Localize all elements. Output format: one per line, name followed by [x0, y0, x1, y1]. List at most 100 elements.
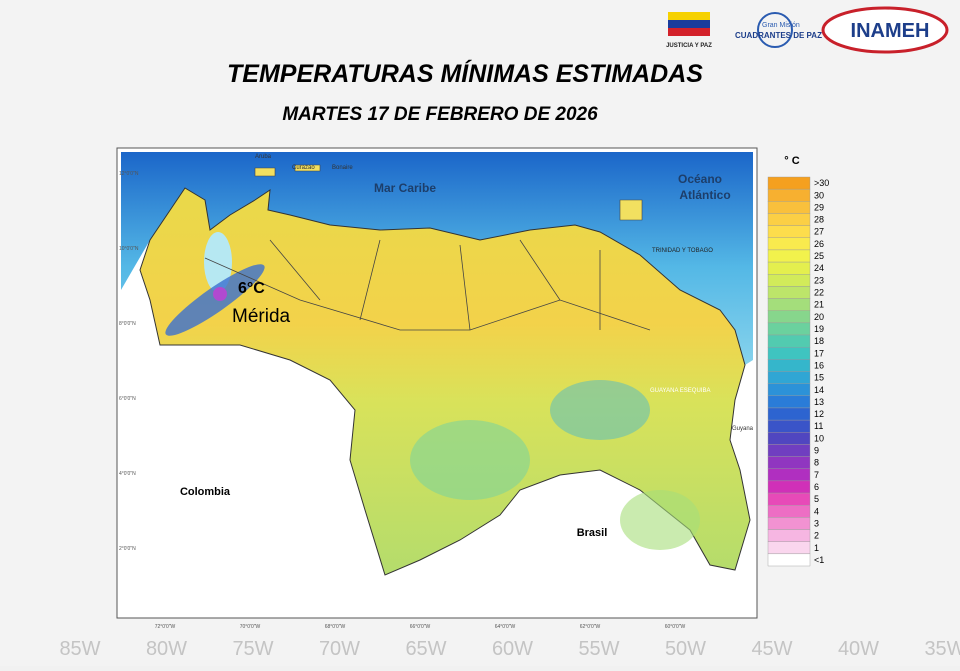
lat-label: 4°0'0"N [119, 471, 136, 477]
legend-label: 28 [814, 215, 824, 225]
map-label: Colombia [180, 486, 231, 498]
legend-label: 17 [814, 348, 824, 358]
flag-blue [668, 20, 710, 28]
lon-label: 62°0'0"W [580, 624, 601, 630]
background-lon-label: 45W [751, 638, 792, 660]
south-blue [550, 380, 650, 440]
legend-swatch [767, 480, 811, 494]
legend-swatch [767, 359, 811, 372]
merida-cold [213, 287, 227, 301]
logo-oval [821, 6, 949, 54]
legend-swatch [767, 249, 811, 263]
flag-red [668, 28, 710, 36]
map-label: Atlántico [679, 188, 730, 202]
legend-label: 6 [814, 482, 819, 492]
south-green [620, 490, 700, 550]
legend-label: 11 [814, 421, 823, 431]
lon-label: 60°0'0"W [665, 624, 686, 630]
legend-swatch [767, 468, 811, 482]
legend-swatch [767, 371, 811, 384]
legend-label: 13 [814, 397, 824, 407]
legend-swatch [767, 225, 811, 238]
legend-swatch [767, 334, 811, 348]
legend-label: 12 [814, 409, 824, 419]
background-lon-label: 50W [665, 638, 706, 660]
background-lon-label: 55W [578, 638, 619, 660]
legend-swatch [767, 395, 811, 409]
legend-swatch [767, 286, 811, 299]
legend-label: 10 [814, 433, 824, 443]
legend-swatch [767, 298, 811, 311]
neighbour-land [121, 188, 753, 614]
legend: ° C >30302928272625242322212019181716151… [767, 155, 829, 567]
legend-label: <1 [814, 555, 824, 565]
legend-label: 22 [814, 288, 824, 298]
lat-label: 12°0'0"N [119, 171, 139, 177]
legend-swatch [767, 419, 811, 433]
legend-swatch [767, 517, 811, 530]
state-borders [204, 257, 651, 331]
lat-label: 8°0'0"N [119, 321, 136, 327]
title: TEMPERATURAS MÍNIMAS ESTIMADAS [227, 59, 703, 88]
legend-swatch [767, 541, 811, 555]
map-label: 6°C [238, 280, 265, 297]
legend-swatch [767, 201, 811, 214]
legend-label: 1 [814, 543, 819, 553]
coordinate-labels: 12°0'0"N 10°0'0"N 8°0'0"N 6°0'0"N 4°0'0"N 2°0… [119, 171, 686, 630]
map: Mar Caribe Océano Atlántico Colombia Bra… [116, 147, 758, 630]
background-lon-label: 60W [492, 638, 533, 660]
legend-label: 21 [814, 300, 824, 310]
background-lon-label: 70W [319, 638, 360, 660]
lake-maracaibo [204, 232, 232, 292]
legend-label: 23 [814, 275, 824, 285]
lat-label: 6°0'0"N [119, 396, 136, 402]
legend-swatch [767, 432, 811, 445]
legend-label: 4 [814, 506, 819, 516]
legend-swatch [767, 322, 811, 336]
legend-swatch [767, 492, 811, 506]
background-lon-labels: 85W 80W 75W 70W 65W 60W 55W 50W 45W 40W 35W [59, 638, 960, 660]
legend-label: 25 [814, 251, 824, 261]
map-label: Aruba [255, 154, 272, 160]
background-lon-label: 85W [59, 638, 100, 660]
legend-label: >30 [814, 178, 829, 188]
lon-label: 72°0'0"W [155, 624, 176, 630]
map-label: Mar Caribe [374, 181, 436, 195]
logo-ring [757, 12, 793, 48]
map-label: Bonaire [332, 165, 353, 171]
andes-cold [165, 264, 265, 336]
legend-label: 19 [814, 324, 824, 334]
background-lon-label: 40W [838, 638, 879, 660]
legend-swatch [767, 176, 811, 190]
legend-swatch [767, 505, 811, 518]
legend-swatch [767, 261, 811, 275]
legend-swatch [767, 310, 811, 324]
legend-label: 7 [814, 470, 819, 480]
lon-label: 70°0'0"W [240, 624, 261, 630]
legend-swatch [767, 383, 811, 397]
subtitle: MARTES 17 DE FEBRERO DE 2026 [282, 104, 598, 125]
flag-yellow [668, 12, 710, 20]
legend-label: 14 [814, 385, 824, 395]
map-label: Océano [678, 172, 722, 186]
legend-swatch [767, 346, 811, 360]
background-lon-label: 80W [146, 638, 187, 660]
lon-label: 68°0'0"W [325, 624, 346, 630]
state-borders [269, 239, 601, 331]
legend-swatch [767, 529, 811, 542]
legend-swatch [767, 237, 811, 251]
logo-text: JUSTICIA Y PAZ [666, 43, 712, 49]
legend-label: 8 [814, 458, 819, 468]
legend-label: 3 [814, 518, 819, 528]
map-label: Curazao [292, 165, 315, 171]
lat-label: 2°0'0"N [119, 546, 136, 552]
legend-label: 29 [814, 202, 824, 212]
legend-unit: ° C [784, 155, 799, 167]
legend-label: 2 [814, 531, 819, 541]
map-label: Brasil [577, 527, 608, 539]
legend-label: 24 [814, 263, 824, 273]
legend-label: 26 [814, 239, 824, 249]
legend-items: >303029282726252423222120191817161514131… [767, 176, 829, 567]
lat-label: 10°0'0"N [119, 246, 139, 252]
